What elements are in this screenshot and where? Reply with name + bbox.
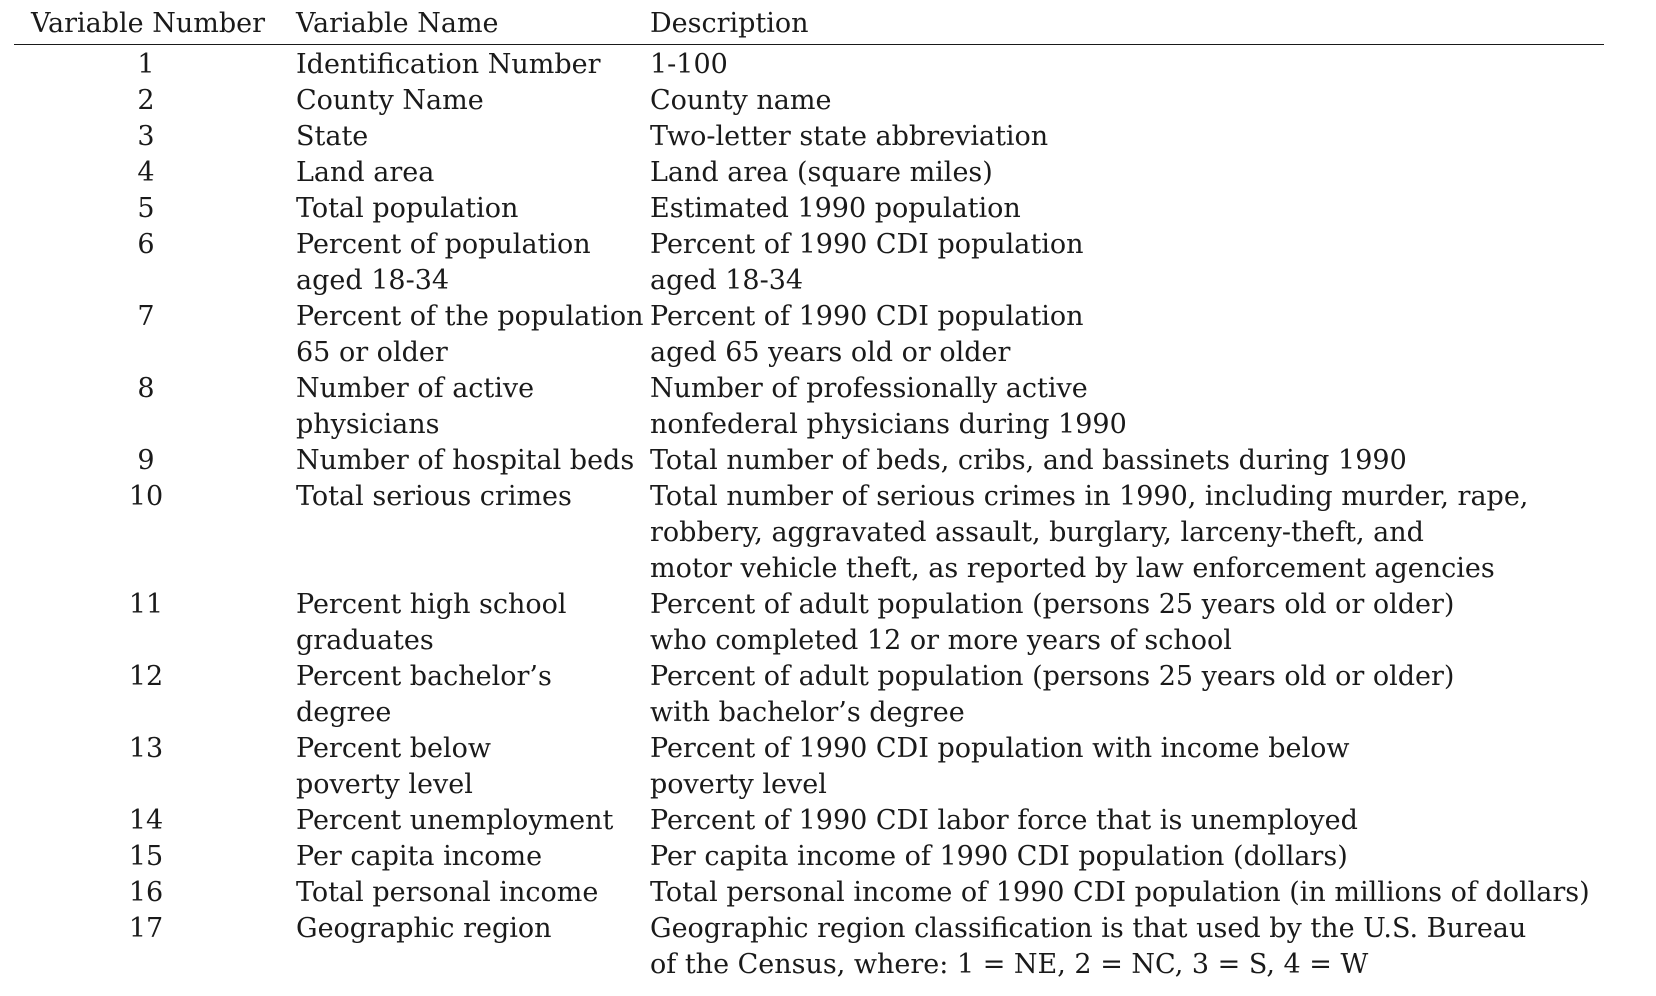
description-cell: Total number of beds, cribs, and bassine… [650,445,1407,476]
table-row: 16 Total personal income Total personal in… [14,875,1604,911]
variable-number-cell: 9 [137,445,155,476]
variable-number-cell: 13 [128,733,164,764]
variable-name-cell: Percent bachelor’s degree [296,661,552,728]
description-cell: Percent of 1990 CDI labor force that is … [650,805,1358,836]
table-row: 6 Percent of population aged 18-34 Percent… [14,227,1604,299]
description-cell: Number of professionally active nonfeder… [650,373,1127,440]
table-row: 10 Total serious crimes Total number of se… [14,479,1604,587]
description-cell: County name [650,85,832,116]
variable-number-cell: 7 [137,301,155,332]
table-row: 9 Number of hospital beds Total number of … [14,443,1604,479]
table-header: Variable Number Variable Name Descriptio… [14,6,1604,45]
variable-number-cell: 15 [128,841,164,872]
description-cell: Two-letter state abbreviation [650,121,1049,152]
description-cell: Percent of 1990 CDI population aged 18-3… [650,229,1084,296]
variable-name-cell: Total serious crimes [296,481,572,512]
variable-name-cell: Number of active physicians [296,373,535,440]
table-body: 1 Identification Number 1-100 2 County Name C… [14,45,1604,984]
description-cell: Percent of 1990 CDI population aged 65 y… [650,301,1084,368]
table-row: 13 Percent below poverty level Percent of … [14,731,1604,803]
variable-name-cell: Geographic region [296,913,552,944]
description-cell: Geographic region classification is that… [650,913,1527,980]
variable-name-cell: State [296,121,369,152]
variable-number-cell: 16 [128,877,164,908]
variable-name-cell: Percent below poverty level [296,733,492,800]
variable-number-cell: 12 [128,661,164,692]
table-row: 5 Total population Estimated 1990 populati… [14,191,1604,227]
table-row: 15 Per capita income Per capita income of … [14,839,1604,875]
header-row: Variable Number Variable Name Descriptio… [14,6,1604,45]
description-cell: Total personal income of 1990 CDI popula… [650,877,1590,908]
variable-number-cell: 2 [137,85,155,116]
variable-name-cell: Identification Number [296,49,601,80]
header-description: Description [650,6,1604,45]
table-row: 1 Identification Number 1-100 [14,45,1604,84]
variable-name-cell: Percent high school graduates [296,589,567,656]
table-row: 4 Land area Land area (square miles) [14,155,1604,191]
variable-name-cell: Total personal income [296,877,599,908]
header-variable-name: Variable Name [278,6,650,45]
variable-number-cell: 11 [128,589,164,620]
table-row: 8 Number of active physicians Number of pr… [14,371,1604,443]
variable-name-cell: County Name [296,85,484,116]
table-row: 12 Percent bachelor’s degree Percent of ad… [14,659,1604,731]
variable-number-cell: 8 [137,373,155,404]
variable-number-cell: 5 [137,193,155,224]
variable-name-cell: Percent of the population 65 or older [296,301,644,368]
table-row: 11 Percent high school graduates Percent o… [14,587,1604,659]
variables-table: Variable Number Variable Name Descriptio… [14,6,1604,983]
table-row: 7 Percent of the population 65 or older Pe… [14,299,1604,371]
variable-number-cell: 1 [137,49,155,80]
table-row: 2 County Name County name [14,83,1604,119]
variable-number-cell: 14 [128,805,164,836]
header-variable-number: Variable Number [14,6,278,45]
variable-name-cell: Percent of population aged 18-34 [296,229,591,296]
description-cell: Percent of adult population (persons 25 … [650,589,1455,656]
description-cell: Per capita income of 1990 CDI population… [650,841,1348,872]
table-row: 17 Geographic region Geographic region cla… [14,911,1604,983]
variable-name-cell: Percent unemployment [296,805,614,836]
table-row: 14 Percent unemployment Percent of 1990 CD… [14,803,1604,839]
variable-name-cell: Total population [296,193,519,224]
description-cell: Percent of adult population (persons 25 … [650,661,1455,728]
description-cell: Land area (square miles) [650,157,993,188]
variable-number-cell: 17 [128,913,164,944]
description-cell: Estimated 1990 population [650,193,1021,224]
table-row: 3 State Two-letter state abbreviation [14,119,1604,155]
description-cell: Percent of 1990 CDI population with inco… [650,733,1350,800]
variable-number-cell: 6 [137,229,155,260]
variable-number-cell: 3 [137,121,155,152]
variable-number-cell: 4 [137,157,155,188]
description-cell: 1-100 [650,49,728,80]
variable-name-cell: Number of hospital beds [296,445,635,476]
variable-number-cell: 10 [128,481,164,512]
description-cell: Total number of serious crimes in 1990, … [650,481,1529,584]
variable-name-cell: Land area [296,157,435,188]
variable-name-cell: Per capita income [296,841,543,872]
